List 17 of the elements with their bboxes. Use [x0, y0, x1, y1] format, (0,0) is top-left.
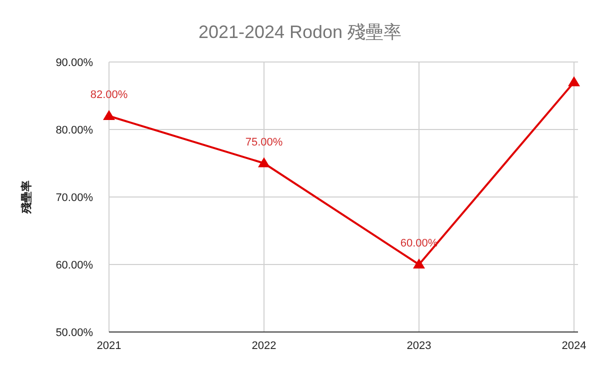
x-tick-label: 2021 — [96, 340, 122, 352]
y-tick-label: 60.00% — [56, 260, 94, 272]
x-tick-label: 2024 — [562, 340, 586, 352]
y-axis-title: 殘壘率 — [20, 180, 33, 214]
data-label: 75.00% — [245, 136, 283, 148]
y-tick-label: 70.00% — [56, 192, 94, 204]
point — [103, 110, 115, 120]
point — [258, 157, 270, 168]
data-label: 82.00% — [90, 89, 128, 101]
x-tick-label: 2022 — [252, 340, 276, 352]
point — [568, 76, 580, 86]
y-tick-label: 50.00% — [56, 327, 94, 339]
point — [413, 258, 425, 268]
y-tick-label: 80.00% — [56, 124, 94, 136]
y-tick-label: 90.00% — [56, 57, 94, 69]
x-tick-label: 2023 — [406, 340, 432, 352]
chart-title: 2021-2024 Rodon 殘壘率 — [198, 22, 402, 42]
